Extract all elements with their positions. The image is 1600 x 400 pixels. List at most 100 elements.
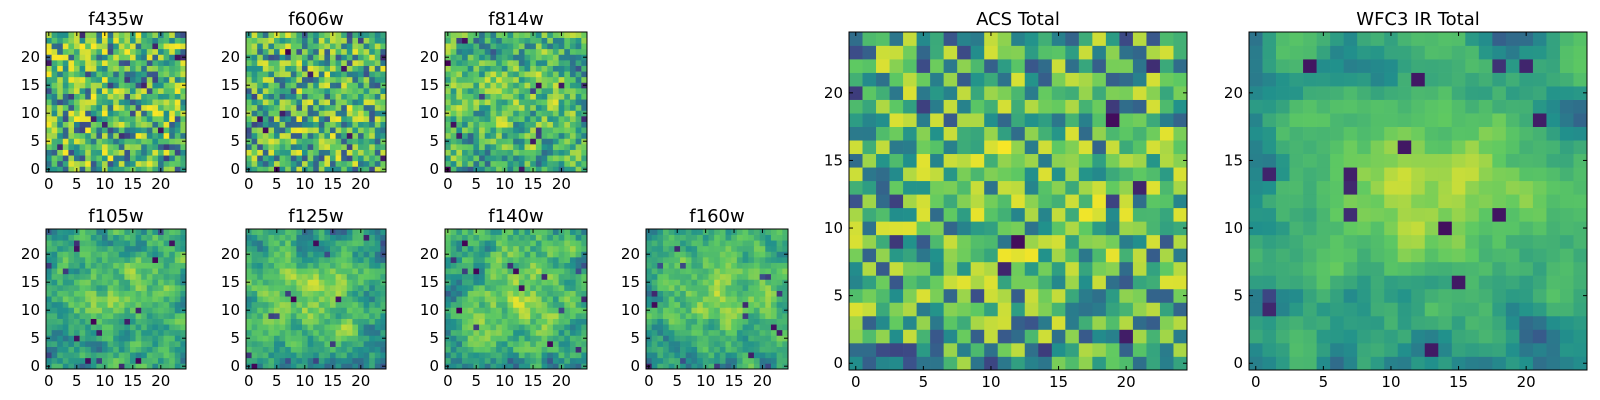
heatmap-cell xyxy=(646,285,653,291)
heatmap-cell xyxy=(501,144,508,150)
heatmap-cell xyxy=(663,329,670,336)
heatmap-cell xyxy=(564,357,571,364)
heatmap-cell xyxy=(279,65,286,72)
heatmap-cell xyxy=(490,132,497,139)
heatmap-cell xyxy=(450,346,457,353)
heatmap-cell xyxy=(346,43,353,50)
heatmap-cell xyxy=(346,296,353,303)
y-tick-label: 20 xyxy=(21,245,40,263)
heatmap-cell xyxy=(358,104,364,111)
heatmap-cell xyxy=(118,329,125,336)
heatmap-cell xyxy=(68,127,75,134)
heatmap-cell xyxy=(130,127,136,134)
heatmap-cell xyxy=(547,54,554,61)
heatmap-cell xyxy=(313,329,320,336)
heatmap-cell xyxy=(57,88,64,94)
heatmap-cell xyxy=(180,257,187,263)
heatmap-cell xyxy=(180,357,187,364)
heatmap-cell xyxy=(691,307,698,314)
heatmap-cell xyxy=(765,262,772,269)
heatmap-cell xyxy=(163,341,170,347)
heatmap-cell xyxy=(1038,356,1053,371)
heatmap-cell xyxy=(335,262,342,269)
heatmap-cell xyxy=(501,352,508,359)
heatmap-cell xyxy=(85,285,92,291)
heatmap-cell xyxy=(302,290,308,297)
y-tick-label: 20 xyxy=(621,245,640,263)
heatmap-cell xyxy=(341,290,348,297)
heatmap-cell xyxy=(246,65,252,72)
heatmap-cell xyxy=(1011,221,1026,236)
heatmap-cell xyxy=(285,132,292,139)
heatmap-cell xyxy=(262,357,269,364)
heatmap-cell xyxy=(51,262,58,269)
heatmap-cell xyxy=(169,229,176,235)
heatmap-cell xyxy=(163,37,170,44)
heatmap-cell xyxy=(731,335,738,342)
heatmap-cell xyxy=(118,318,125,325)
heatmap-cell xyxy=(547,60,554,66)
heatmap-cell xyxy=(341,268,348,275)
heatmap-cell xyxy=(90,324,97,331)
heatmap-cell xyxy=(564,155,571,162)
heatmap-cell xyxy=(748,329,755,336)
heatmap-cell xyxy=(107,329,114,336)
heatmap-cell xyxy=(674,234,681,241)
heatmap-cell xyxy=(1038,342,1053,357)
heatmap-cell xyxy=(547,93,554,100)
heatmap-cell xyxy=(113,301,120,308)
heatmap-cell xyxy=(782,290,789,297)
heatmap-cell xyxy=(290,37,297,44)
heatmap-cell xyxy=(262,132,269,139)
heatmap-cell xyxy=(765,285,772,291)
heatmap-cell xyxy=(274,60,280,66)
heatmap-cell xyxy=(564,144,571,150)
heatmap-cell xyxy=(296,93,303,100)
heatmap-cell xyxy=(518,88,525,94)
heatmap-cell xyxy=(657,357,664,364)
heatmap-cell xyxy=(547,346,554,353)
heatmap-cell xyxy=(346,149,353,156)
heatmap-cell xyxy=(324,155,331,162)
heatmap-cell xyxy=(113,324,120,331)
heatmap-cell xyxy=(363,307,370,314)
heatmap-cell xyxy=(524,65,531,72)
heatmap-cell xyxy=(246,352,252,359)
heatmap-cell xyxy=(51,93,58,100)
heatmap-cell xyxy=(467,32,474,38)
heatmap-cell xyxy=(1146,356,1161,371)
heatmap-cell xyxy=(113,318,120,325)
heatmap-cell xyxy=(1146,315,1161,330)
heatmap-cell xyxy=(246,313,252,319)
heatmap-cell xyxy=(57,138,64,145)
heatmap-cell xyxy=(102,285,108,291)
heatmap-cell xyxy=(759,279,766,286)
heatmap-cell xyxy=(943,275,958,290)
heatmap-cell xyxy=(547,166,554,173)
heatmap-cell xyxy=(530,234,537,241)
heatmap-cell xyxy=(501,318,508,325)
heatmap-cell xyxy=(462,76,469,83)
heatmap-cell xyxy=(736,329,743,336)
heatmap-cell xyxy=(51,127,58,134)
heatmap-cell xyxy=(513,160,520,167)
heatmap-cell xyxy=(296,88,303,94)
heatmap-cell xyxy=(107,127,114,134)
heatmap-cell xyxy=(479,357,486,364)
heatmap-cell xyxy=(473,313,480,319)
heatmap-cell xyxy=(107,65,114,72)
heatmap-cell xyxy=(79,268,86,275)
heatmap-cell xyxy=(307,324,314,331)
heatmap-cell xyxy=(445,144,452,150)
heatmap-cell xyxy=(318,116,325,122)
heatmap-cell xyxy=(363,229,370,235)
heatmap-cell xyxy=(307,352,314,359)
heatmap-cell xyxy=(1051,302,1066,317)
heatmap-cell xyxy=(79,166,86,173)
heatmap-cell xyxy=(708,307,715,314)
heatmap-cell xyxy=(251,32,258,38)
heatmap-cell xyxy=(518,257,525,263)
heatmap-cell xyxy=(484,273,491,280)
heatmap-cell xyxy=(146,60,153,66)
heatmap-cell xyxy=(90,357,97,364)
